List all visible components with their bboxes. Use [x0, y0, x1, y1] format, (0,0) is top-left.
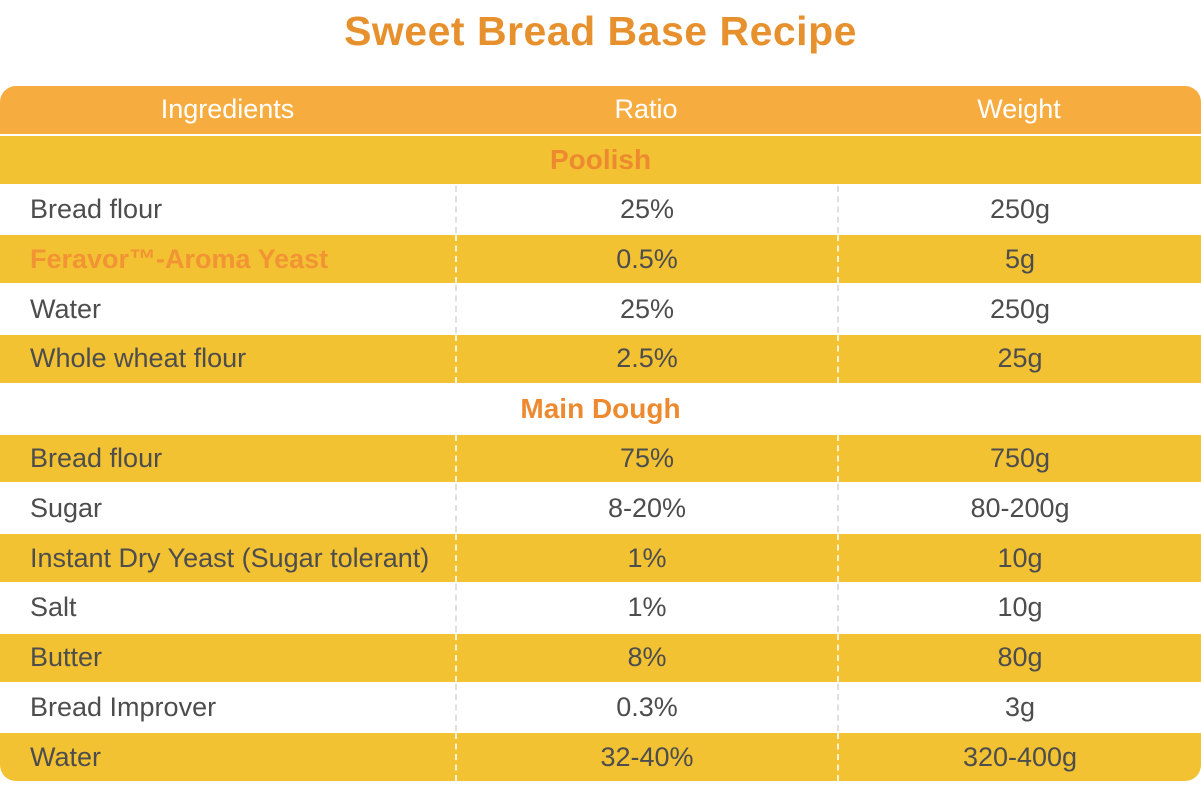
recipe-table: Ingredients Ratio Weight Poolish Bread fl… [0, 86, 1201, 782]
ratio-cell: 32-40% [455, 733, 837, 782]
ingredient-cell: Bread flour [30, 442, 163, 473]
ratio-cell: 25% [455, 185, 837, 234]
table-row: Whole wheat flour 2.5% 25g [0, 334, 1201, 383]
ratio-cell: 0.3% [455, 683, 837, 732]
ingredient-cell: Water [30, 741, 102, 772]
weight-cell: 80-200g [837, 484, 1201, 533]
section-title: Main Dough [520, 392, 681, 424]
table-row: Bread Improver 0.3% 3g [0, 683, 1201, 732]
table-row: Feravor™-Aroma Yeast 0.5% 5g [0, 235, 1201, 284]
weight-cell: 80g [837, 633, 1201, 682]
ratio-cell: 1% [455, 534, 837, 582]
table-row: Butter 8% 80g [0, 633, 1201, 682]
weight-cell: 25g [837, 334, 1201, 383]
table-header-row: Ingredients Ratio Weight [0, 86, 1201, 134]
weight-cell: 10g [837, 583, 1201, 632]
ratio-cell: 2.5% [455, 334, 837, 383]
weight-cell: 250g [837, 185, 1201, 234]
section-header-row: Main Dough [0, 384, 1201, 433]
ratio-cell: 75% [455, 434, 837, 483]
weight-cell: 5g [837, 235, 1201, 284]
table-row: Bread flour 75% 750g [0, 434, 1201, 483]
ingredient-cell: Bread Improver [30, 691, 217, 722]
ingredient-cell: Bread flour [30, 193, 163, 224]
page-title: Sweet Bread Base Recipe [344, 8, 857, 54]
column-header-ingredients: Ingredients [160, 94, 295, 125]
table-row: Bread flour 25% 250g [0, 185, 1201, 234]
ratio-cell: 1% [455, 583, 837, 632]
ratio-cell: 8% [455, 633, 837, 682]
table-row: Salt 1% 10g [0, 583, 1201, 632]
weight-cell: 10g [837, 534, 1201, 582]
ingredient-cell: Instant Dry Yeast (Sugar tolerant) [30, 542, 430, 573]
section-title: Poolish [549, 143, 652, 175]
column-header-weight: Weight [977, 94, 1061, 125]
ingredient-cell: Sugar [30, 492, 103, 523]
title-bar: Sweet Bread Base Recipe [0, 0, 1201, 86]
table-row: Instant Dry Yeast (Sugar tolerant) 1% 10g [0, 534, 1201, 582]
ingredient-cell: Salt [30, 592, 77, 623]
ingredient-cell: Whole wheat flour [30, 343, 247, 374]
ingredient-cell: Feravor™-Aroma Yeast [30, 243, 329, 274]
table-row: Water 25% 250g [0, 285, 1201, 333]
ratio-cell: 8-20% [455, 484, 837, 533]
table-row: Water 32-40% 320-400g [0, 733, 1201, 782]
section-header-row: Poolish [0, 135, 1201, 184]
table-row: Sugar 8-20% 80-200g [0, 484, 1201, 533]
ratio-cell: 25% [455, 285, 837, 333]
ratio-cell: 0.5% [455, 235, 837, 284]
weight-cell: 320-400g [837, 733, 1201, 782]
weight-cell: 250g [837, 285, 1201, 333]
weight-cell: 750g [837, 434, 1201, 483]
weight-cell: 3g [837, 683, 1201, 732]
ingredient-cell: Butter [30, 642, 103, 673]
column-header-ratio: Ratio [614, 94, 678, 125]
ingredient-cell: Water [30, 293, 102, 324]
